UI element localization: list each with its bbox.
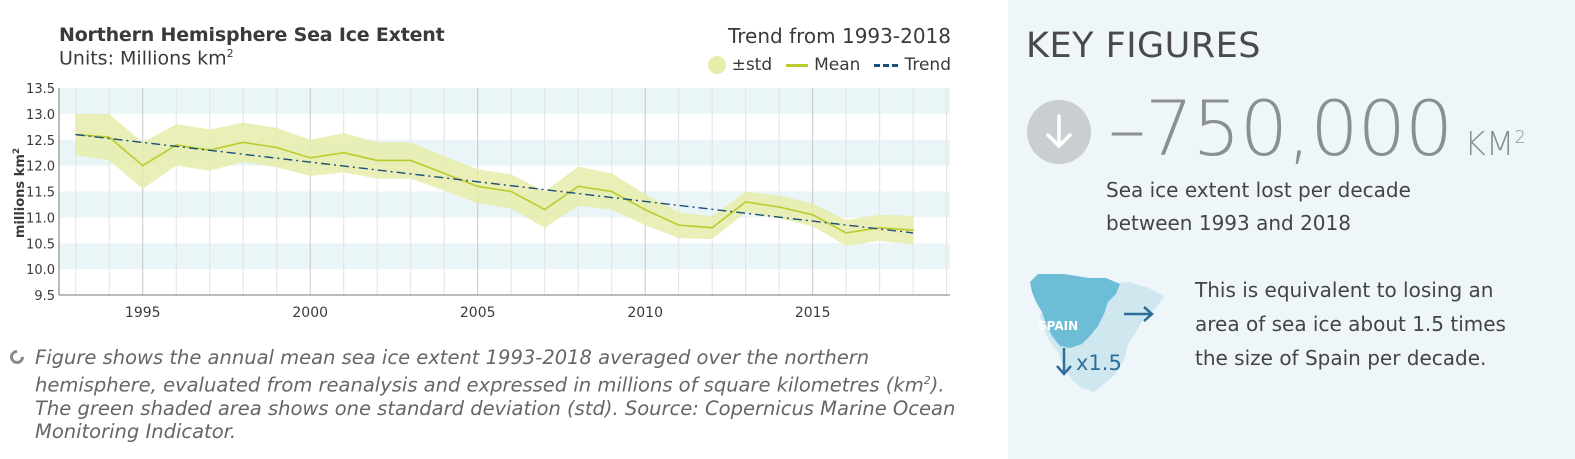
mean-point xyxy=(845,232,847,234)
mean-point xyxy=(376,159,379,162)
mean-point xyxy=(108,136,111,138)
trend-period-label: Trend from 1993-2018 xyxy=(727,24,951,48)
spain-map-icon: SPAIN x1.5 xyxy=(1030,274,1164,392)
legend-swatch-trend xyxy=(874,63,899,67)
caption-text-after: ). The green shaded area shows one stand… xyxy=(35,373,956,443)
mean-point xyxy=(878,226,881,229)
mean-point xyxy=(778,206,780,208)
x-tick-label: 2005 xyxy=(460,305,496,321)
mean-point xyxy=(744,201,747,203)
chart-legend: ±std Mean Trend xyxy=(707,55,951,75)
y-tick-label: 12.0 xyxy=(26,160,55,175)
mean-point xyxy=(811,213,814,216)
chart-subtitle-text: Units: Millions km xyxy=(59,47,227,70)
legend-item-mean: Mean xyxy=(786,55,860,75)
chart-subtitle: Units: Millions km2 xyxy=(59,47,234,69)
mean-point xyxy=(309,157,312,159)
chart-axes xyxy=(58,88,950,296)
mean-point xyxy=(476,185,479,188)
mean-point xyxy=(510,190,512,193)
mean-point xyxy=(275,146,278,149)
mean-point xyxy=(342,151,345,154)
legend-item-trend: Trend xyxy=(874,55,951,75)
legend-swatch-mean xyxy=(786,63,809,67)
x-tick-label: 2015 xyxy=(795,305,831,321)
mean-point xyxy=(175,144,178,146)
chart-subtitle-sup: 2 xyxy=(226,47,234,60)
y-tick-label: 12.5 xyxy=(26,134,55,149)
key-figures-panel: KEY FIGURES –750,000 KM2 Sea ice extent l… xyxy=(1008,0,1575,459)
trend-line-group xyxy=(75,133,914,234)
y-tick-label: 10.5 xyxy=(26,237,55,252)
key-figure-unit: KM2 xyxy=(1464,124,1526,163)
caption-text-before: Figure shows the annual mean sea ice ext… xyxy=(35,346,924,397)
legend-swatch-std xyxy=(707,56,726,74)
y-tick-label: 13.0 xyxy=(26,108,55,123)
spain-label: SPAIN xyxy=(1038,319,1078,333)
key-figure-unit-sup: 2 xyxy=(1514,127,1526,148)
mean-line xyxy=(75,133,914,234)
legend-item-std: ±std xyxy=(707,55,773,75)
x-tick-labels: 1995 2000 2005 2010 2015 xyxy=(125,305,831,321)
caption-text-sup: 2 xyxy=(923,374,931,387)
equivalence-text: This is equivalent to losing an area of … xyxy=(1195,278,1506,370)
grid-stripe xyxy=(59,243,950,270)
legend-label-mean: Mean xyxy=(814,55,861,75)
std-band xyxy=(75,113,914,246)
y-axis-label-sup: 2 xyxy=(12,148,22,154)
mean-point xyxy=(577,185,579,188)
chart-title: Northern Hemisphere Sea Ice Extent xyxy=(59,24,445,46)
x-tick-label: 2010 xyxy=(627,305,663,321)
mean-point xyxy=(242,141,245,144)
legend-label-std: ±std xyxy=(731,55,773,75)
trend-line xyxy=(75,133,914,234)
key-figure-description: Sea ice extent lost per decade between 1… xyxy=(1106,178,1411,235)
key-figure-value: –750,000 KM2 xyxy=(1108,84,1526,173)
mean-point xyxy=(711,226,713,229)
mean-point xyxy=(543,208,546,211)
grid-stripe xyxy=(59,88,950,114)
mean-point xyxy=(443,172,446,175)
info-circle-icon xyxy=(7,347,27,367)
mean-point xyxy=(644,208,646,211)
y-axis-label: millions km2 xyxy=(12,148,28,238)
x-tick-label: 1995 xyxy=(125,305,161,321)
key-figures-title: KEY FIGURES xyxy=(1026,26,1261,66)
arrow-down-icon xyxy=(1027,100,1091,164)
multiplier-label: x1.5 xyxy=(1076,351,1122,375)
y-tick-label: 9.5 xyxy=(34,289,55,304)
y-tick-label: 11.5 xyxy=(26,186,55,201)
y-axis-label-text: millions km xyxy=(13,154,28,238)
y-tick-labels: 13.5 13.0 12.5 12.0 11.5 11.0 10.5 10.0 9.5 xyxy=(26,82,55,304)
y-tick-label: 10.0 xyxy=(26,263,55,278)
spain-outline xyxy=(1030,274,1120,348)
arrow-right-head xyxy=(1143,306,1154,322)
mean-point xyxy=(141,164,144,167)
x-tick-label: 2000 xyxy=(292,305,328,321)
chart-panel: Northern Hemisphere Sea Ice Extent Units… xyxy=(7,24,975,443)
sea-ice-chart: 13.5 13.0 12.5 12.0 11.5 11.0 10.5 10.0 9.5 1995… xyxy=(12,82,950,321)
key-figure-number: –750,000 xyxy=(1108,84,1453,173)
std-band-group xyxy=(75,113,914,246)
mean-point xyxy=(610,190,613,193)
caption-text: Figure shows the annual mean sea ice ext… xyxy=(35,346,975,443)
arrow-down-small-head xyxy=(1056,365,1072,376)
legend-label-trend: Trend xyxy=(904,55,951,75)
mean-point xyxy=(912,229,914,232)
y-tick-label: 13.5 xyxy=(26,82,55,97)
key-figure-unit-text: KM xyxy=(1464,124,1515,163)
mean-point xyxy=(409,159,412,162)
y-tick-label: 11.0 xyxy=(26,211,55,226)
mean-point xyxy=(677,224,680,226)
